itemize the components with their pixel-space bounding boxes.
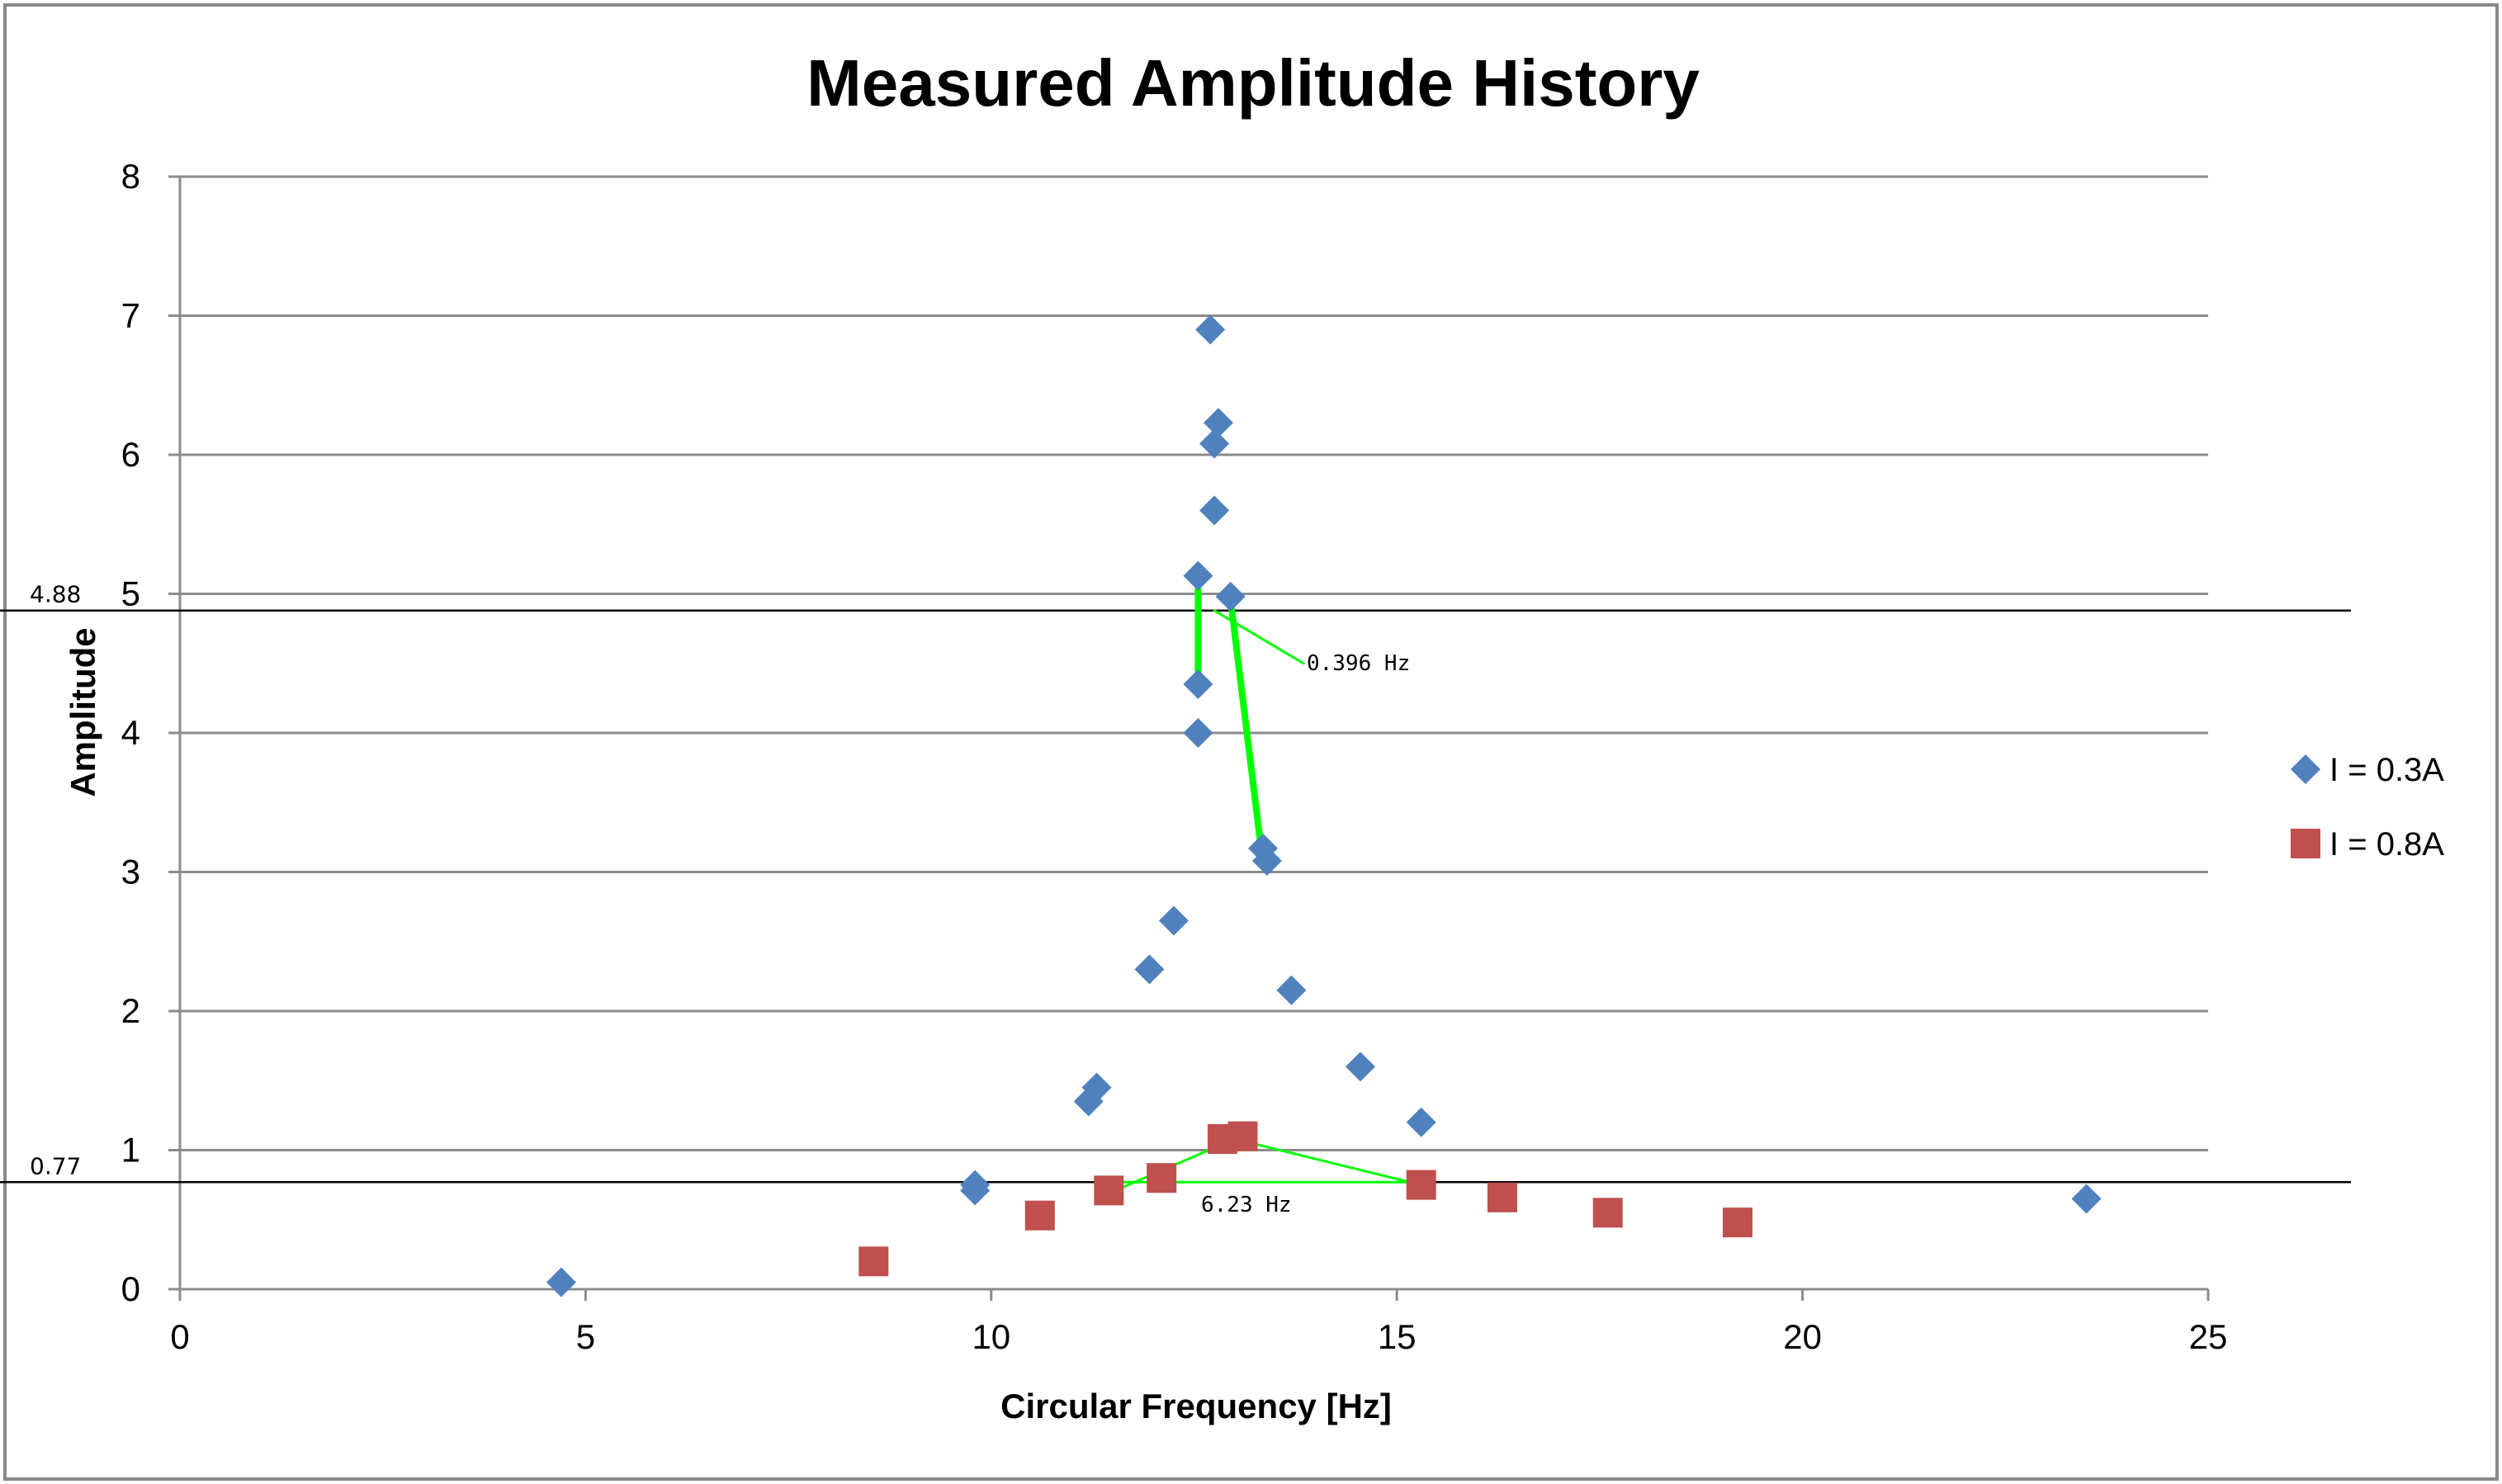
y-tick-label: 0 <box>121 1269 140 1308</box>
data-point-diamond <box>1199 428 1230 459</box>
legend-label: I = 0.8A <box>2329 826 2444 863</box>
legend-marker <box>2291 754 2320 784</box>
data-point-diamond <box>1183 560 1213 591</box>
data-point-square <box>1147 1163 1177 1193</box>
annotation-label: 0.396 Hz <box>1307 651 1410 676</box>
data-point-diamond <box>1203 408 1233 438</box>
annotation-line <box>1233 1137 1423 1187</box>
data-point-diamond <box>1081 1072 1112 1103</box>
data-point-diamond <box>1251 846 1282 877</box>
data-point-square <box>1722 1208 1752 1238</box>
y-tick-label: 4 <box>121 713 140 752</box>
x-tick-label: 15 <box>1378 1317 1417 1356</box>
data-point-diamond <box>546 1267 576 1297</box>
y-tick-label: 5 <box>121 574 140 613</box>
reference-line-label: 0.77 <box>30 1152 81 1179</box>
data-point-diamond <box>1134 954 1165 985</box>
data-point-diamond <box>1345 1052 1375 1082</box>
x-tick-label: 5 <box>576 1317 595 1356</box>
y-tick-label: 6 <box>121 435 140 474</box>
gridlines <box>180 175 2208 1151</box>
data-point-diamond <box>1215 581 1246 612</box>
annotation-line <box>1213 609 1305 665</box>
annotation-label: 6.23 Hz <box>1201 1193 1292 1217</box>
data-point-square <box>1592 1198 1623 1228</box>
data-point-square <box>858 1246 889 1277</box>
chart-title: Measured Amplitude History <box>806 46 1700 120</box>
y-tick-label: 8 <box>121 157 140 196</box>
data-point-diamond <box>960 1175 991 1206</box>
legend-marker <box>2291 829 2320 858</box>
y-tick-label: 7 <box>121 296 140 335</box>
annotations: 0.396 Hz 6.23 Hz <box>1107 576 1423 1217</box>
legend-label: I = 0.3A <box>2329 752 2444 788</box>
data-point-diamond <box>1276 975 1307 1005</box>
annotation-line <box>1227 596 1265 848</box>
data-point-square <box>1024 1200 1055 1231</box>
data-point-diamond <box>1183 669 1213 700</box>
legend: I = 0.3A I = 0.8A <box>2291 752 2444 863</box>
axes: 0 1 2 3 4 5 6 7 8 0 5 10 15 20 25 <box>121 157 2228 1356</box>
x-tick-label: 25 <box>2189 1317 2228 1356</box>
data-point-diamond <box>1406 1107 1436 1137</box>
x-tick-label: 0 <box>170 1317 189 1356</box>
data-point-square <box>1487 1182 1517 1212</box>
data-point-diamond <box>2071 1184 2102 1214</box>
x-axis-title: Circular Frequency [Hz] <box>1000 1387 1392 1425</box>
data-points <box>546 314 2102 1297</box>
x-tick-label: 20 <box>1783 1317 1822 1356</box>
y-tick-label: 2 <box>121 991 140 1030</box>
data-point-diamond <box>1195 314 1226 345</box>
y-axis-title: Amplitude <box>64 627 102 796</box>
reference-lines: 4.88 0.77 <box>0 581 2351 1184</box>
data-point-diamond <box>1183 718 1213 748</box>
reference-line-label: 4.88 <box>30 581 81 608</box>
data-point-diamond <box>1199 495 1230 526</box>
data-point-square <box>1406 1170 1436 1200</box>
data-point-square <box>1227 1121 1258 1151</box>
y-tick-label: 3 <box>121 853 140 891</box>
chart-frame <box>3 3 2499 1481</box>
data-point-square <box>1094 1175 1124 1206</box>
data-point-diamond <box>1158 905 1189 936</box>
x-tick-label: 10 <box>972 1317 1010 1356</box>
y-tick-label: 1 <box>121 1131 140 1170</box>
